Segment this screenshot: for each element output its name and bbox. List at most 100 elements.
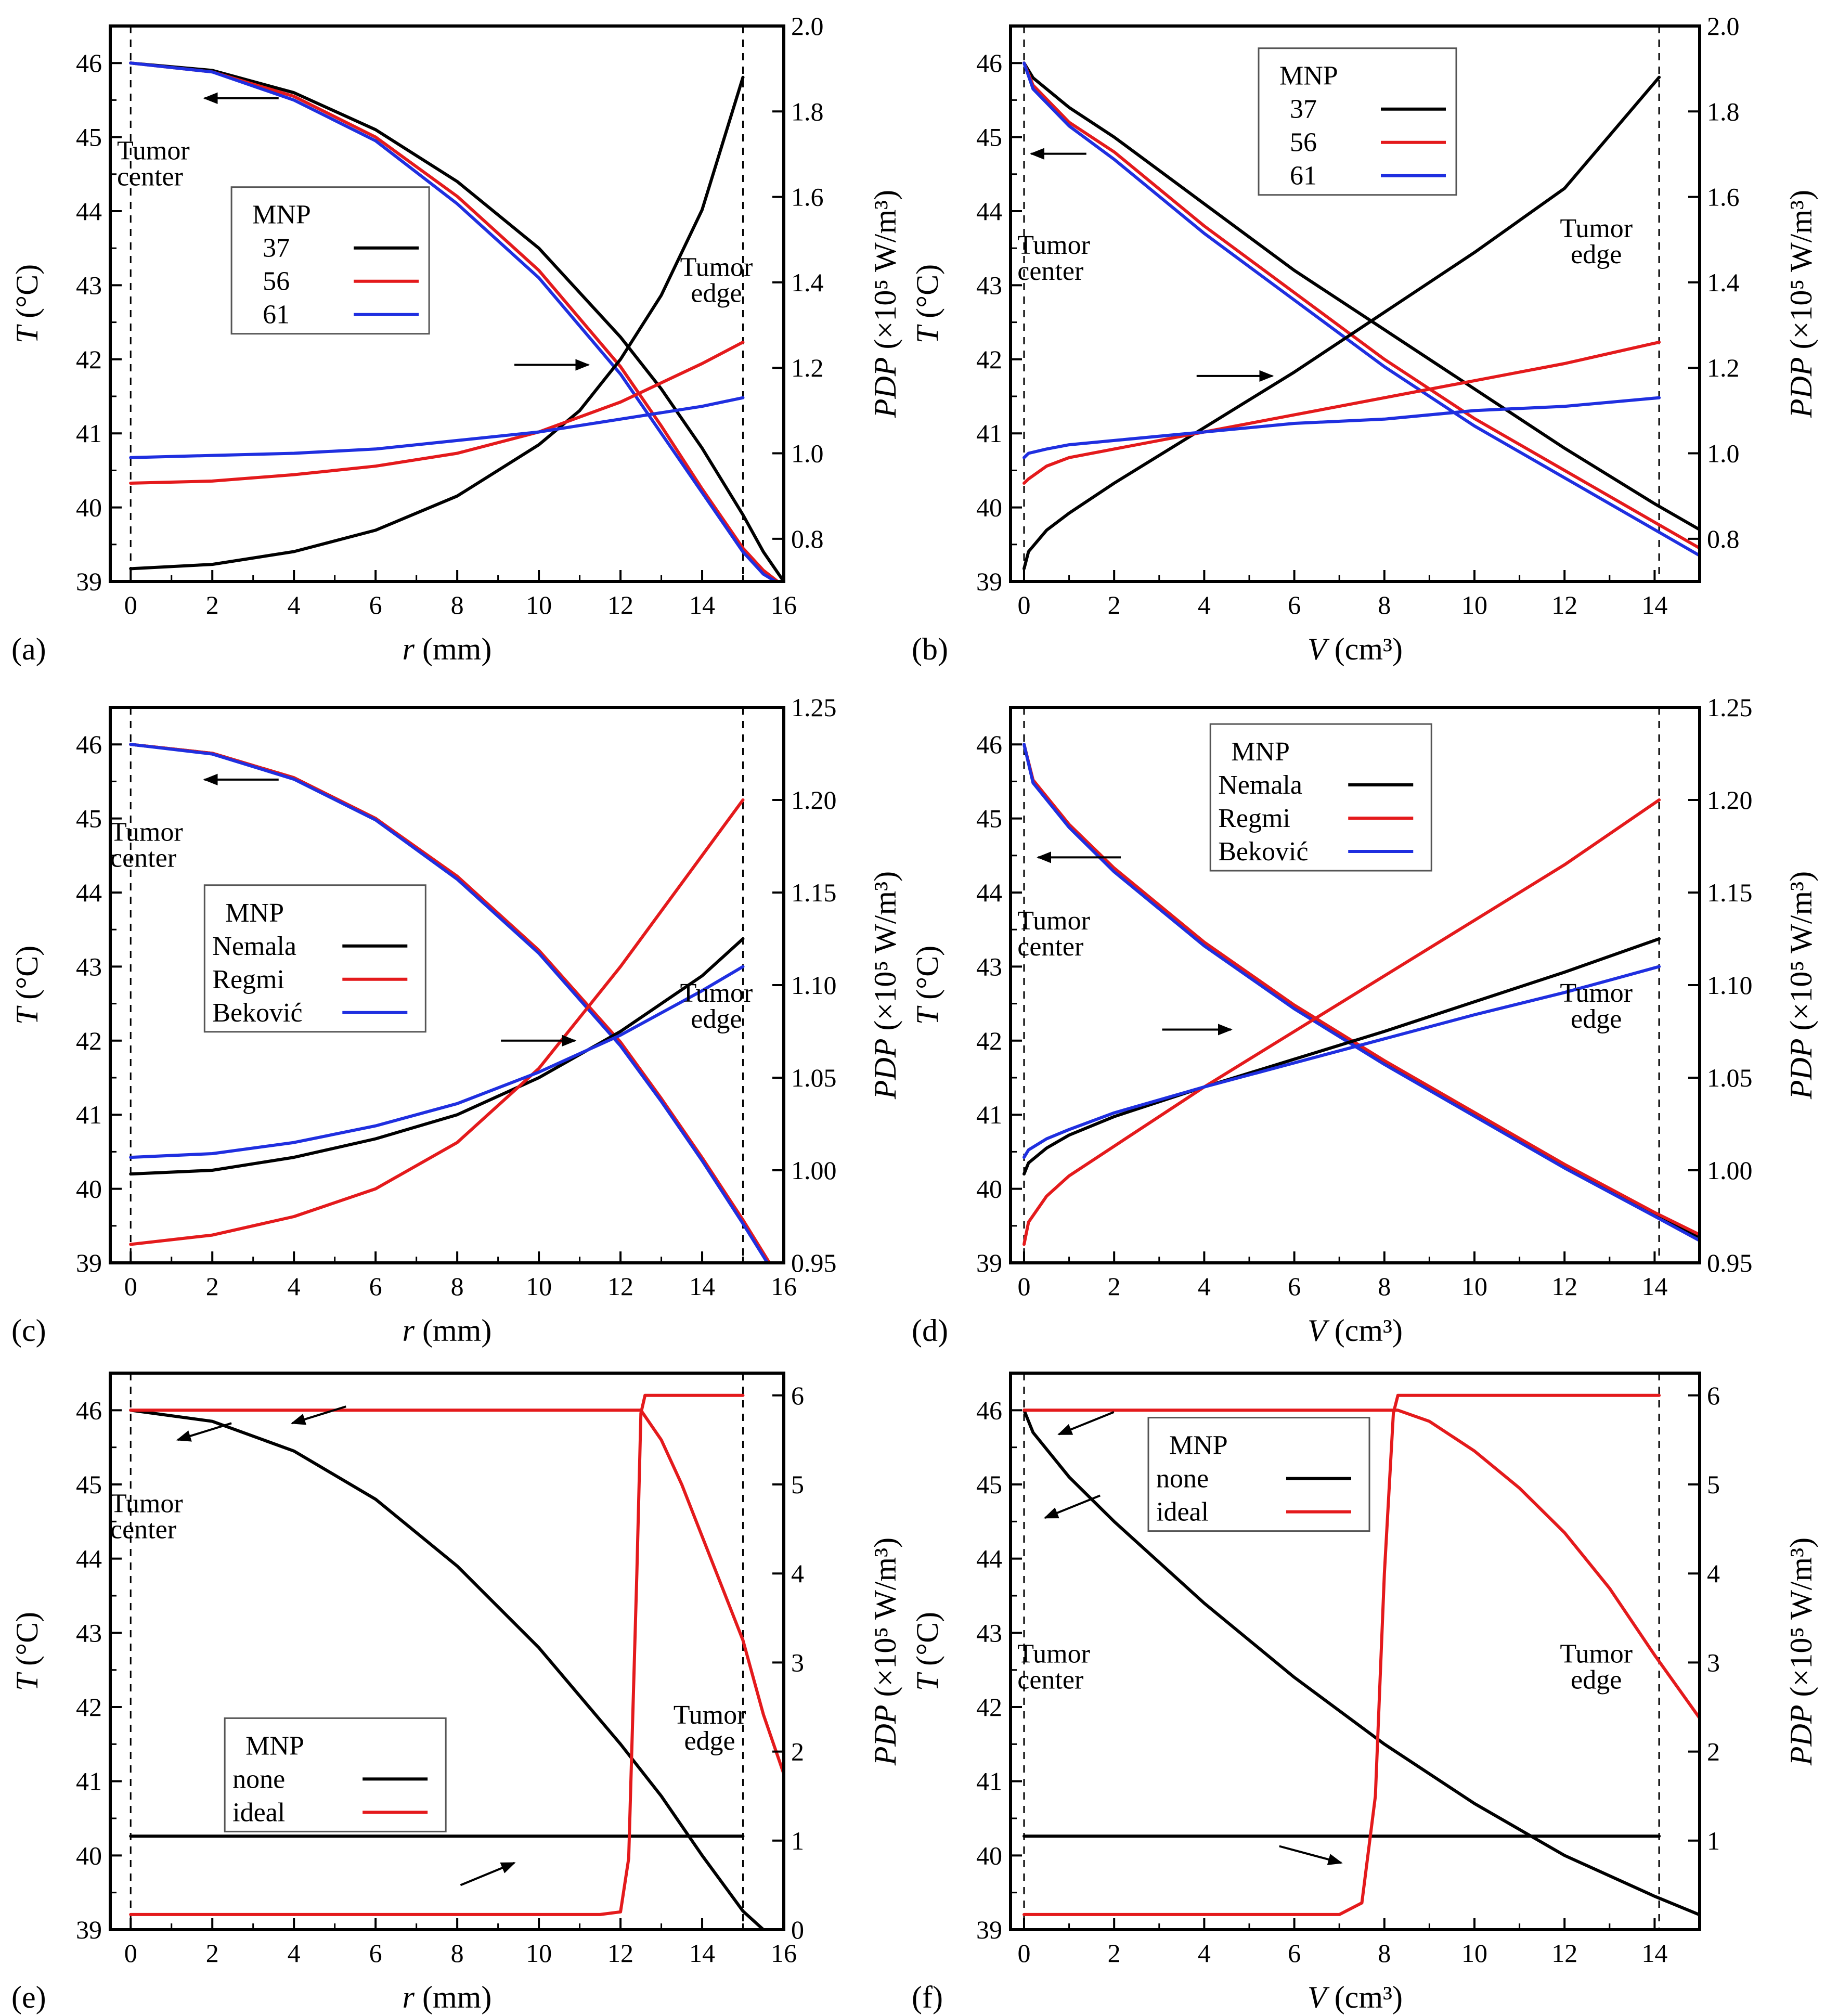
x-axis-var: r (403, 1980, 415, 2014)
panel-label: (d) (912, 1313, 948, 1348)
chart-panel-b: 0 2 4 6 8 10 12 1439404142434445460.81.01.21.41… (910, 11, 1818, 666)
y-right-tick-label: 0.95 (1707, 1248, 1753, 1277)
y-right-tick-label: 1.2 (1707, 353, 1740, 382)
y-right-tick-label: 0.95 (791, 1248, 837, 1277)
series-group (1022, 743, 1700, 1246)
x-tick-label: 12 (607, 1272, 633, 1301)
y-right-tick-label: 1.2 (791, 353, 824, 382)
y-right-tick-label: 1.20 (1707, 785, 1753, 815)
y-left-tick-label: 44 (976, 878, 1002, 907)
legend: MNP Nemala Regmi Beković (203, 884, 426, 1033)
y-left-tick-label: 45 (976, 123, 1002, 152)
series-line-t-beković (1022, 743, 1700, 1243)
series-line-t-61 (129, 61, 778, 581)
y-right-tick-label: 1.10 (791, 971, 837, 1000)
y-right-tick-label: 0 (791, 1915, 804, 1944)
y-right-tick-label: 1.25 (791, 693, 837, 722)
legend-title: MNP (1231, 737, 1290, 767)
series-line-t-none (129, 1408, 765, 1930)
y-right-tick-label: 0.8 (1707, 524, 1740, 553)
x-tick-label: 2 (1108, 590, 1121, 619)
x-axis-unit: (mm) (415, 1980, 491, 2014)
y-left-tick-label: 45 (76, 804, 102, 833)
y-right-tick-label: 1.0 (791, 439, 824, 468)
y-right-tick-label: 2 (791, 1737, 804, 1766)
y-left-tick-label: 42 (976, 345, 1002, 374)
y-right-tick-label: 1.6 (1707, 183, 1740, 212)
x-tick-label: 14 (689, 1272, 715, 1301)
tumor-edge-label-line2: edge (691, 1004, 742, 1034)
x-tick-label: 4 (288, 590, 301, 619)
x-axis-label: r (mm) (403, 1980, 492, 2014)
tumor-center-label-line1: Tumor (1017, 906, 1090, 936)
series-line-pdp-56 (129, 340, 745, 485)
legend-label: 56 (1290, 128, 1317, 158)
y-left-tick-label: 44 (976, 197, 1002, 226)
arrow-left-axis (1057, 1411, 1115, 1436)
legend-label: Beković (212, 998, 302, 1028)
tumor-center-label-line2: center (110, 1515, 176, 1545)
x-axis-var: V (1308, 1980, 1330, 2014)
series-line-t-56 (1022, 61, 1700, 550)
arrow-right-axis (1279, 1845, 1343, 1865)
chart-panel-a: 0 2 4 6 8 10 12 14 1639404142434445460.81.01.21.… (10, 11, 902, 666)
y-right-tick-label: 6 (791, 1381, 804, 1410)
y-right-tick-label: 1 (1707, 1826, 1720, 1855)
x-tick-label: 0 (124, 590, 137, 619)
x-tick-label: 6 (1288, 1939, 1301, 1968)
x-axis-label: V (cm³) (1308, 632, 1403, 666)
y-left-tick-label: 42 (76, 345, 102, 374)
x-axis-var: V (1308, 1313, 1330, 1348)
y-right-tick-label: 0.8 (791, 524, 824, 553)
legend-label: ideal (1156, 1497, 1209, 1527)
y-left-tick-label: 40 (976, 1174, 1002, 1204)
legend-box (1209, 723, 1432, 872)
y-left-tick-label: 46 (76, 48, 102, 77)
series-group (129, 1393, 784, 1930)
x-tick-label: 14 (689, 1939, 715, 1968)
x-tick-label: 12 (607, 590, 633, 619)
legend-label: 37 (1290, 95, 1317, 124)
x-tick-label: 4 (1198, 1939, 1211, 1968)
tumor-center-label-line1: Tumor (110, 817, 183, 847)
y-right-axis-label: PDP (×10⁵ W/m³) (868, 871, 902, 1100)
y-left-tick-label: 39 (76, 567, 102, 596)
y-left-axis-var: T (10, 324, 44, 343)
y-left-axis-unit: (°C) (10, 1612, 44, 1674)
y-left-tick-label: 43 (976, 952, 1002, 981)
x-axis-var: V (1308, 632, 1330, 666)
legend-label: Beković (1218, 837, 1308, 867)
y-right-tick-label: 1.8 (791, 97, 824, 126)
series-line-t-37 (129, 61, 784, 581)
y-left-tick-label: 41 (976, 419, 1002, 448)
x-tick-label: 10 (526, 590, 552, 619)
y-left-axis-label: T (°C) (910, 264, 944, 343)
arrow-left-axis (1043, 1494, 1101, 1519)
y-left-tick-label: 41 (76, 1100, 102, 1129)
tumor-edge-label-line2: edge (691, 279, 742, 308)
x-tick-label: 0 (1017, 1272, 1030, 1301)
tumor-edge-label-line1: Tumor (1560, 978, 1633, 1008)
y-right-axis-unit: (×10⁵ W/m³) (1784, 871, 1818, 1039)
series-line-t-none (1022, 1408, 1700, 1917)
x-tick-label: 0 (124, 1272, 137, 1301)
x-tick-label: 6 (1288, 1272, 1301, 1301)
y-left-tick-label: 40 (976, 1841, 1002, 1870)
y-right-tick-label: 5 (1707, 1470, 1720, 1499)
y-left-tick-label: 41 (76, 1767, 102, 1796)
y-right-axis-unit: (×10⁵ W/m³) (1784, 1537, 1818, 1705)
x-axis-var: r (403, 632, 415, 666)
y-left-tick-label: 42 (76, 1026, 102, 1055)
y-left-tick-label: 40 (76, 1841, 102, 1870)
y-left-tick-label: 45 (76, 1470, 102, 1499)
y-right-axis-label: PDP (×10⁵ W/m³) (1784, 871, 1818, 1100)
y-left-tick-label: 43 (976, 1618, 1002, 1647)
y-left-tick-label: 43 (976, 270, 1002, 300)
y-left-tick-label: 39 (76, 1915, 102, 1944)
y-right-axis-var: PDP (1784, 1038, 1818, 1100)
x-tick-label: 4 (1198, 1272, 1211, 1301)
x-axis-var: r (403, 1313, 415, 1348)
y-left-tick-label: 41 (976, 1100, 1002, 1129)
